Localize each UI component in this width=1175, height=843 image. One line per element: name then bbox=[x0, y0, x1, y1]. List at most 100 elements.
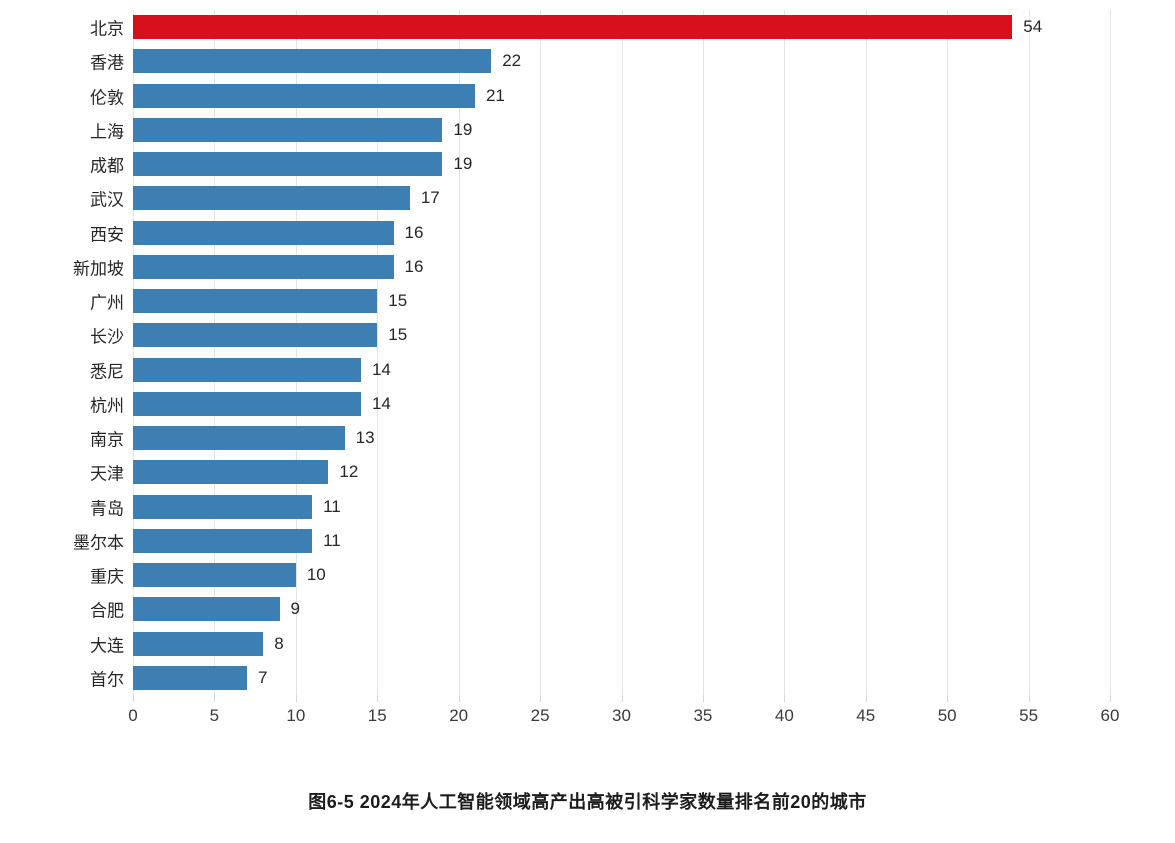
category-label: 首尔 bbox=[90, 670, 124, 690]
bar bbox=[133, 254, 394, 279]
gridline bbox=[133, 10, 134, 695]
value-label: 13 bbox=[355, 428, 375, 448]
category-label: 广州 bbox=[90, 293, 124, 313]
bar-row: 西安 16 bbox=[90, 216, 1110, 250]
gridline bbox=[295, 10, 297, 695]
bar bbox=[133, 597, 280, 622]
value-label: 16 bbox=[404, 222, 424, 242]
x-tick-label: 20 bbox=[449, 706, 469, 725]
value-label: 19 bbox=[453, 154, 473, 174]
category-label: 武汉 bbox=[90, 190, 124, 210]
category-label: 上海 bbox=[90, 122, 124, 142]
bar-row: 广州 15 bbox=[90, 284, 1110, 318]
value-label: 11 bbox=[323, 496, 341, 516]
bar bbox=[133, 528, 313, 553]
bar-row: 杭州 14 bbox=[90, 387, 1110, 421]
gridline bbox=[1110, 10, 1111, 695]
bar-row: 长沙 15 bbox=[90, 318, 1110, 352]
gridline bbox=[377, 10, 379, 695]
x-tick-label: 30 bbox=[612, 706, 631, 725]
gridline bbox=[621, 10, 623, 695]
bar-row: 上海 19 bbox=[90, 113, 1110, 147]
x-tick-label: 15 bbox=[367, 706, 387, 725]
value-label: 14 bbox=[371, 359, 391, 379]
x-tick-mark bbox=[865, 695, 867, 702]
category-label: 北京 bbox=[90, 19, 124, 39]
x-tick-mark bbox=[540, 695, 542, 702]
bar bbox=[133, 15, 1013, 40]
x-tick-mark bbox=[214, 695, 216, 702]
category-label: 杭州 bbox=[90, 396, 124, 416]
bar bbox=[133, 563, 296, 588]
x-tick-mark bbox=[458, 695, 460, 702]
category-label: 香港 bbox=[90, 53, 124, 73]
x-tick-label: 0 bbox=[128, 706, 138, 725]
value-label: 19 bbox=[453, 119, 473, 139]
bar-row: 大连 8 bbox=[90, 627, 1110, 661]
bar bbox=[133, 631, 264, 656]
bar bbox=[133, 391, 361, 416]
bar bbox=[133, 186, 410, 211]
category-label: 新加坡 bbox=[73, 259, 124, 279]
bar-row: 伦敦 21 bbox=[90, 79, 1110, 113]
bar-row: 南京 13 bbox=[90, 421, 1110, 455]
bar-row: 悉尼 14 bbox=[90, 353, 1110, 387]
value-label: 9 bbox=[290, 599, 301, 619]
category-label: 墨尔本 bbox=[73, 533, 124, 553]
gridline bbox=[214, 10, 216, 695]
x-tick-mark bbox=[295, 695, 297, 702]
value-label: 12 bbox=[339, 462, 359, 482]
category-label: 成都 bbox=[90, 156, 124, 176]
category-label: 重庆 bbox=[90, 567, 124, 587]
category-label: 天津 bbox=[90, 464, 124, 484]
x-tick-mark bbox=[377, 695, 379, 702]
bar-row: 首尔 7 bbox=[90, 661, 1110, 695]
value-label: 16 bbox=[404, 256, 424, 276]
bar bbox=[133, 83, 475, 108]
bar-row: 墨尔本 11 bbox=[73, 524, 1110, 558]
x-tick-label: 25 bbox=[530, 706, 550, 725]
bar-row: 天津 12 bbox=[90, 455, 1110, 489]
gridline bbox=[702, 10, 704, 695]
bar bbox=[133, 494, 313, 519]
category-label: 大连 bbox=[90, 636, 124, 656]
bar-row: 成都 19 bbox=[90, 147, 1110, 181]
bar bbox=[133, 323, 378, 348]
bar bbox=[133, 665, 247, 690]
x-tick-label: 35 bbox=[693, 706, 713, 725]
value-label: 8 bbox=[274, 633, 284, 653]
bar bbox=[133, 220, 394, 245]
category-label: 合肥 bbox=[90, 601, 124, 621]
bar bbox=[133, 289, 378, 314]
value-label: 11 bbox=[323, 530, 341, 550]
x-tick-label: 60 bbox=[1100, 706, 1120, 725]
bar bbox=[133, 152, 443, 177]
x-tick-label: 40 bbox=[774, 706, 794, 725]
value-label: 15 bbox=[388, 291, 408, 311]
bar-rows: 北京 54 香港 22 伦敦 21 上海 19 成都 19 武汉 17 西安 16 新加坡 16 广州 15 长沙 1… bbox=[73, 10, 1110, 695]
x-tick-mark bbox=[947, 695, 949, 702]
x-tick-mark bbox=[1110, 695, 1111, 702]
bar-row: 青岛 11 bbox=[90, 490, 1110, 524]
bar bbox=[133, 117, 443, 142]
gridline bbox=[1028, 10, 1030, 695]
category-label: 悉尼 bbox=[90, 362, 124, 382]
value-label: 7 bbox=[257, 667, 268, 687]
gridline bbox=[540, 10, 542, 695]
bar-row: 北京 54 bbox=[90, 10, 1110, 44]
bar-row: 重庆 10 bbox=[90, 558, 1110, 592]
value-label: 10 bbox=[306, 565, 326, 585]
category-label: 长沙 bbox=[90, 327, 124, 347]
category-label: 西安 bbox=[90, 225, 124, 245]
category-label: 青岛 bbox=[90, 499, 124, 519]
value-label: 22 bbox=[502, 51, 522, 71]
value-label: 21 bbox=[485, 85, 505, 105]
value-label: 17 bbox=[420, 188, 440, 208]
x-axis: 0 5 10 15 20 25 30 35 40 45 50 55 60 bbox=[128, 695, 1119, 735]
x-tick-mark bbox=[1028, 695, 1030, 702]
bar-row: 新加坡 16 bbox=[73, 250, 1110, 284]
bar bbox=[133, 460, 329, 485]
x-tick-label: 45 bbox=[856, 706, 876, 725]
x-tick-mark bbox=[133, 695, 134, 702]
